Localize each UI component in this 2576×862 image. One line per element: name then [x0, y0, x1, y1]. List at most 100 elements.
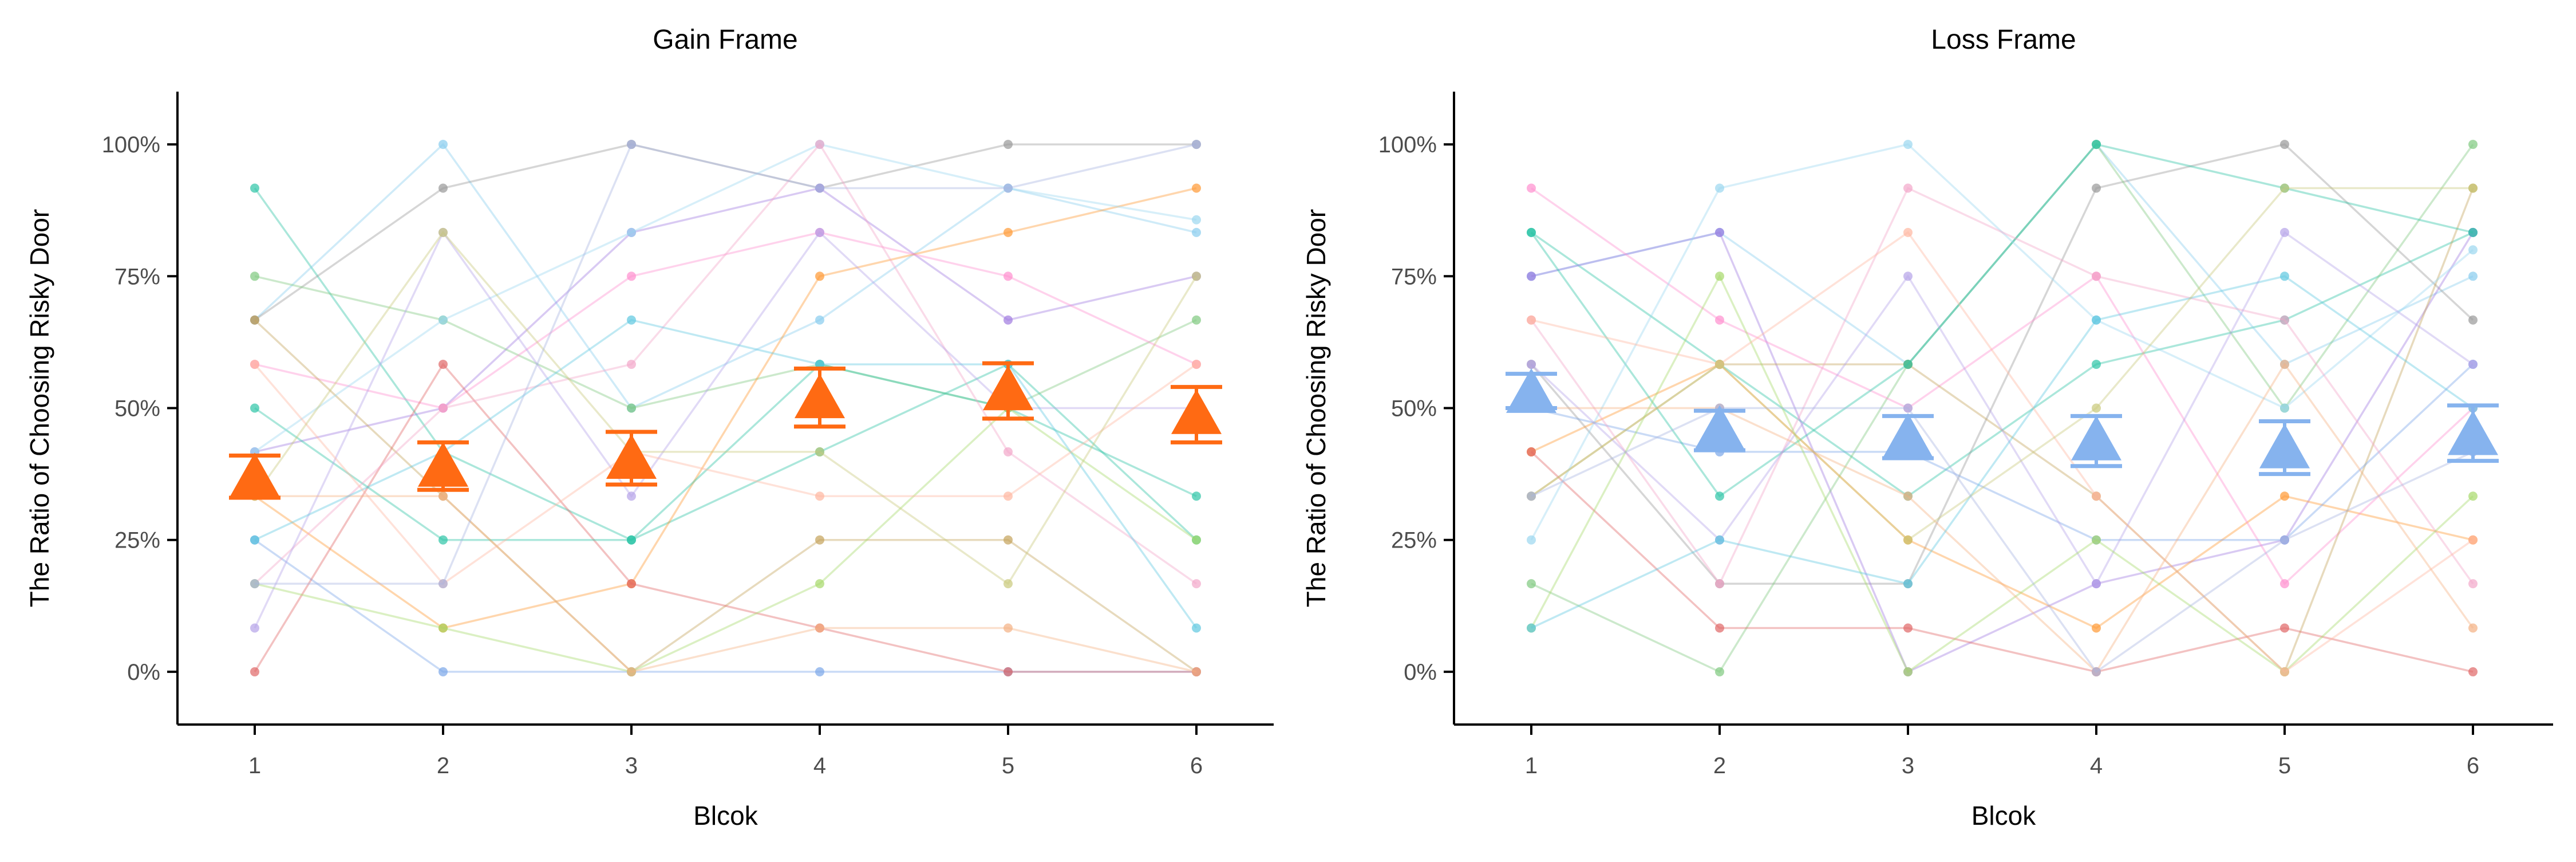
x-tick-label: 3 [1902, 753, 1914, 778]
participant-point [627, 227, 636, 237]
participant-point [815, 183, 824, 193]
participant-point [1192, 667, 1201, 676]
participant-point [1192, 183, 1201, 193]
participant-point [1003, 447, 1013, 456]
participant-line [1531, 363, 2474, 541]
chart-panel-1: Gain Frame 0% 25% 50% 75% 100% 1 2 3 4 5 6 Blcok The … [25, 25, 1274, 830]
mean-marker [2259, 423, 2310, 469]
participant-point [438, 535, 448, 545]
participant-point [627, 667, 636, 676]
participant-point [1715, 667, 1724, 676]
participant-line [254, 318, 1198, 629]
participant-point [2280, 403, 2289, 413]
participant-point [1192, 491, 1201, 501]
participant-point [250, 667, 259, 676]
participant-point [627, 271, 636, 281]
participant-point [438, 491, 448, 501]
participant-point [2280, 579, 2289, 589]
participant-point [2092, 667, 2101, 676]
participant-point [1903, 360, 1913, 369]
participant-line [254, 143, 1197, 410]
participant-point [2468, 667, 2478, 676]
participant-point [627, 315, 636, 325]
participant-point [1903, 579, 1913, 589]
participant-point [2280, 183, 2289, 193]
participant-point [1903, 535, 1913, 545]
participant-line [1531, 231, 2474, 674]
participant-point [2280, 623, 2289, 633]
mean-marker [1694, 405, 1745, 450]
participant-point [1003, 183, 1013, 193]
participant-line [1531, 362, 2474, 674]
participant-point [1192, 227, 1201, 237]
participant-point [815, 579, 824, 589]
participant-point [438, 403, 448, 413]
participant-point [1003, 271, 1013, 281]
participant-point [1527, 447, 1536, 456]
participant-point [627, 403, 636, 413]
x-tick-label: 5 [1002, 753, 1014, 778]
y-tick-label: 75% [1391, 264, 1437, 289]
participant-line [255, 495, 1197, 673]
participant-line [1531, 363, 2474, 629]
y-tick-label: 100% [1378, 132, 1437, 158]
participant-line [1530, 143, 2474, 585]
participant-point [815, 140, 824, 149]
participant-point [1715, 271, 1724, 281]
participant-line [1530, 143, 2474, 541]
participant-point [627, 579, 636, 589]
participant-point [438, 623, 448, 633]
x-tick-label: 4 [813, 753, 826, 778]
participant-point [2092, 491, 2101, 501]
mean-marker [2448, 410, 2498, 455]
participant-point [2280, 491, 2289, 501]
participant-point [1903, 623, 1913, 633]
participant-point [1192, 140, 1201, 149]
participant-point [438, 140, 448, 149]
participant-point [1715, 535, 1724, 545]
participant-point [1003, 140, 1013, 149]
participant-point [1903, 140, 1913, 149]
participant-line [254, 231, 1198, 585]
participant-point [1903, 271, 1913, 281]
participant-line [254, 319, 1198, 674]
participant-point [1715, 623, 1724, 633]
participant-line [1530, 143, 2474, 498]
participant-line [1530, 451, 2474, 673]
y-tick-label: 50% [1391, 396, 1437, 422]
participant-point [2468, 183, 2478, 193]
participant-point [2092, 315, 2101, 325]
participant-point [1527, 360, 1536, 369]
participant-point [1003, 579, 1013, 589]
participant-point [2092, 623, 2101, 633]
participant-point [815, 227, 824, 237]
participant-point [1003, 315, 1013, 325]
participant-point [1003, 667, 1013, 676]
participant-line [1530, 187, 2474, 586]
participant-point [2468, 245, 2478, 255]
participant-point [1192, 623, 1201, 633]
participant-point [1192, 579, 1201, 589]
participant-point [1527, 315, 1536, 325]
participant-point [2468, 360, 2478, 369]
x-tick-label: 6 [2467, 753, 2479, 778]
mean-marker [230, 452, 280, 498]
x-tick-label: 2 [1713, 753, 1726, 778]
participant-line [254, 187, 1197, 453]
participant-point [1715, 183, 1724, 193]
participant-point [2468, 271, 2478, 281]
participant-point [250, 271, 259, 281]
x-tick-label: 3 [625, 753, 638, 778]
participant-point [1903, 667, 1913, 676]
participant-point [1192, 271, 1201, 281]
participant-line [254, 187, 1197, 629]
participant-point [1527, 491, 1536, 501]
participant-point [250, 579, 259, 589]
mean-marker [2071, 415, 2121, 460]
participant-point [2092, 140, 2101, 149]
participant-point [815, 447, 824, 456]
participant-point [1903, 491, 1913, 501]
participant-point [1003, 491, 1013, 501]
participant-point [2092, 271, 2101, 281]
